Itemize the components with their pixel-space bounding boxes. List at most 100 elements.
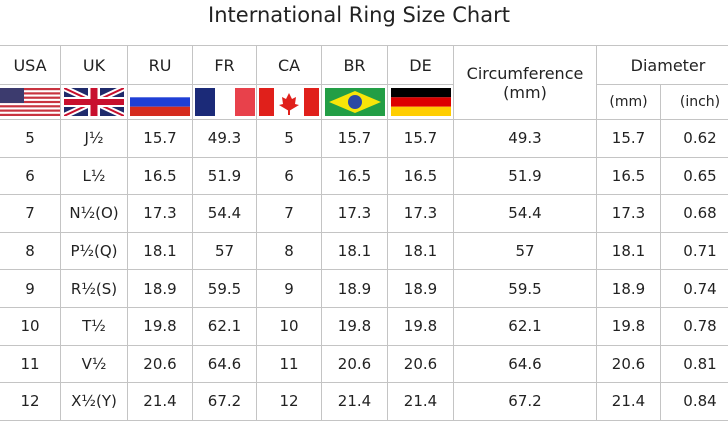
cell-diameter-mm: 15.7 xyxy=(597,120,661,158)
brazil-flag-icon xyxy=(322,85,388,120)
cell-de: 19.8 xyxy=(388,307,454,345)
cell-diameter-inch: 0.84 xyxy=(661,383,728,421)
cell-fr: 54.4 xyxy=(193,195,257,233)
cell-usa: 7 xyxy=(0,195,61,233)
circumference-label: Circumference xyxy=(467,64,584,83)
cell-ca: 11 xyxy=(257,345,322,383)
cell-fr: 49.3 xyxy=(193,120,257,158)
cell-de: 17.3 xyxy=(388,195,454,233)
cell-ca: 10 xyxy=(257,307,322,345)
cell-diameter-inch: 0.62 xyxy=(661,120,728,158)
cell-uk: N½(O) xyxy=(61,195,128,233)
cell-diameter-inch: 0.65 xyxy=(661,157,728,195)
russia-flag-icon xyxy=(128,85,193,120)
cell-uk: R½(S) xyxy=(61,270,128,308)
cell-de: 21.4 xyxy=(388,383,454,421)
cell-uk: P½(Q) xyxy=(61,232,128,270)
cell-br: 18.1 xyxy=(322,232,388,270)
cell-de: 15.7 xyxy=(388,120,454,158)
header-diameter-inch: (inch) xyxy=(661,85,728,120)
header-diameter-mm: (mm) xyxy=(597,85,661,120)
ring-size-table: USA UK RU FR CA BR DE Circumference(mm) … xyxy=(0,45,728,421)
cell-br: 16.5 xyxy=(322,157,388,195)
cell-ca: 7 xyxy=(257,195,322,233)
chart-title: International Ring Size Chart xyxy=(0,0,718,30)
cell-br: 20.6 xyxy=(322,345,388,383)
cell-ru: 18.1 xyxy=(128,232,193,270)
header-ru: RU xyxy=(128,46,193,85)
cell-diameter-mm: 16.5 xyxy=(597,157,661,195)
cell-diameter-inch: 0.74 xyxy=(661,270,728,308)
cell-usa: 11 xyxy=(0,345,61,383)
germany-flag-icon xyxy=(388,85,454,120)
cell-fr: 67.2 xyxy=(193,383,257,421)
cell-ru: 17.3 xyxy=(128,195,193,233)
cell-usa: 8 xyxy=(0,232,61,270)
cell-usa: 9 xyxy=(0,270,61,308)
cell-circumference-mm: 49.3 xyxy=(454,120,597,158)
cell-diameter-mm: 18.9 xyxy=(597,270,661,308)
cell-circumference-mm: 54.4 xyxy=(454,195,597,233)
cell-ru: 19.8 xyxy=(128,307,193,345)
cell-diameter-inch: 0.68 xyxy=(661,195,728,233)
cell-ca: 8 xyxy=(257,232,322,270)
cell-usa: 12 xyxy=(0,383,61,421)
france-flag-icon xyxy=(193,85,257,120)
cell-diameter-mm: 20.6 xyxy=(597,345,661,383)
cell-diameter-inch: 0.71 xyxy=(661,232,728,270)
header-ca: CA xyxy=(257,46,322,85)
cell-ru: 18.9 xyxy=(128,270,193,308)
cell-ru: 20.6 xyxy=(128,345,193,383)
cell-circumference-mm: 62.1 xyxy=(454,307,597,345)
header-de: DE xyxy=(388,46,454,85)
header-fr: FR xyxy=(193,46,257,85)
cell-br: 17.3 xyxy=(322,195,388,233)
cell-uk: T½ xyxy=(61,307,128,345)
cell-ca: 9 xyxy=(257,270,322,308)
cell-diameter-mm: 19.8 xyxy=(597,307,661,345)
cell-usa: 10 xyxy=(0,307,61,345)
circumference-unit: (mm) xyxy=(503,83,547,102)
cell-br: 19.8 xyxy=(322,307,388,345)
cell-de: 16.5 xyxy=(388,157,454,195)
cell-uk: J½ xyxy=(61,120,128,158)
cell-diameter-mm: 17.3 xyxy=(597,195,661,233)
cell-fr: 57 xyxy=(193,232,257,270)
cell-ru: 16.5 xyxy=(128,157,193,195)
cell-diameter-mm: 21.4 xyxy=(597,383,661,421)
cell-diameter-inch: 0.81 xyxy=(661,345,728,383)
cell-ca: 6 xyxy=(257,157,322,195)
cell-fr: 64.6 xyxy=(193,345,257,383)
cell-br: 18.9 xyxy=(322,270,388,308)
header-uk: UK xyxy=(61,46,128,85)
cell-circumference-mm: 51.9 xyxy=(454,157,597,195)
cell-circumference-mm: 59.5 xyxy=(454,270,597,308)
cell-de: 18.9 xyxy=(388,270,454,308)
header-usa: USA xyxy=(0,46,61,85)
header-circumference: Circumference(mm) xyxy=(454,46,597,120)
uk-flag-icon xyxy=(61,85,128,120)
cell-br: 21.4 xyxy=(322,383,388,421)
cell-de: 18.1 xyxy=(388,232,454,270)
cell-ca: 12 xyxy=(257,383,322,421)
cell-ru: 21.4 xyxy=(128,383,193,421)
cell-circumference-mm: 67.2 xyxy=(454,383,597,421)
cell-usa: 5 xyxy=(0,120,61,158)
cell-fr: 62.1 xyxy=(193,307,257,345)
cell-uk: L½ xyxy=(61,157,128,195)
cell-circumference-mm: 57 xyxy=(454,232,597,270)
cell-ca: 5 xyxy=(257,120,322,158)
us-flag-icon xyxy=(0,85,61,120)
cell-fr: 59.5 xyxy=(193,270,257,308)
header-br: BR xyxy=(322,46,388,85)
cell-uk: V½ xyxy=(61,345,128,383)
header-diameter: Diameter xyxy=(597,46,728,85)
